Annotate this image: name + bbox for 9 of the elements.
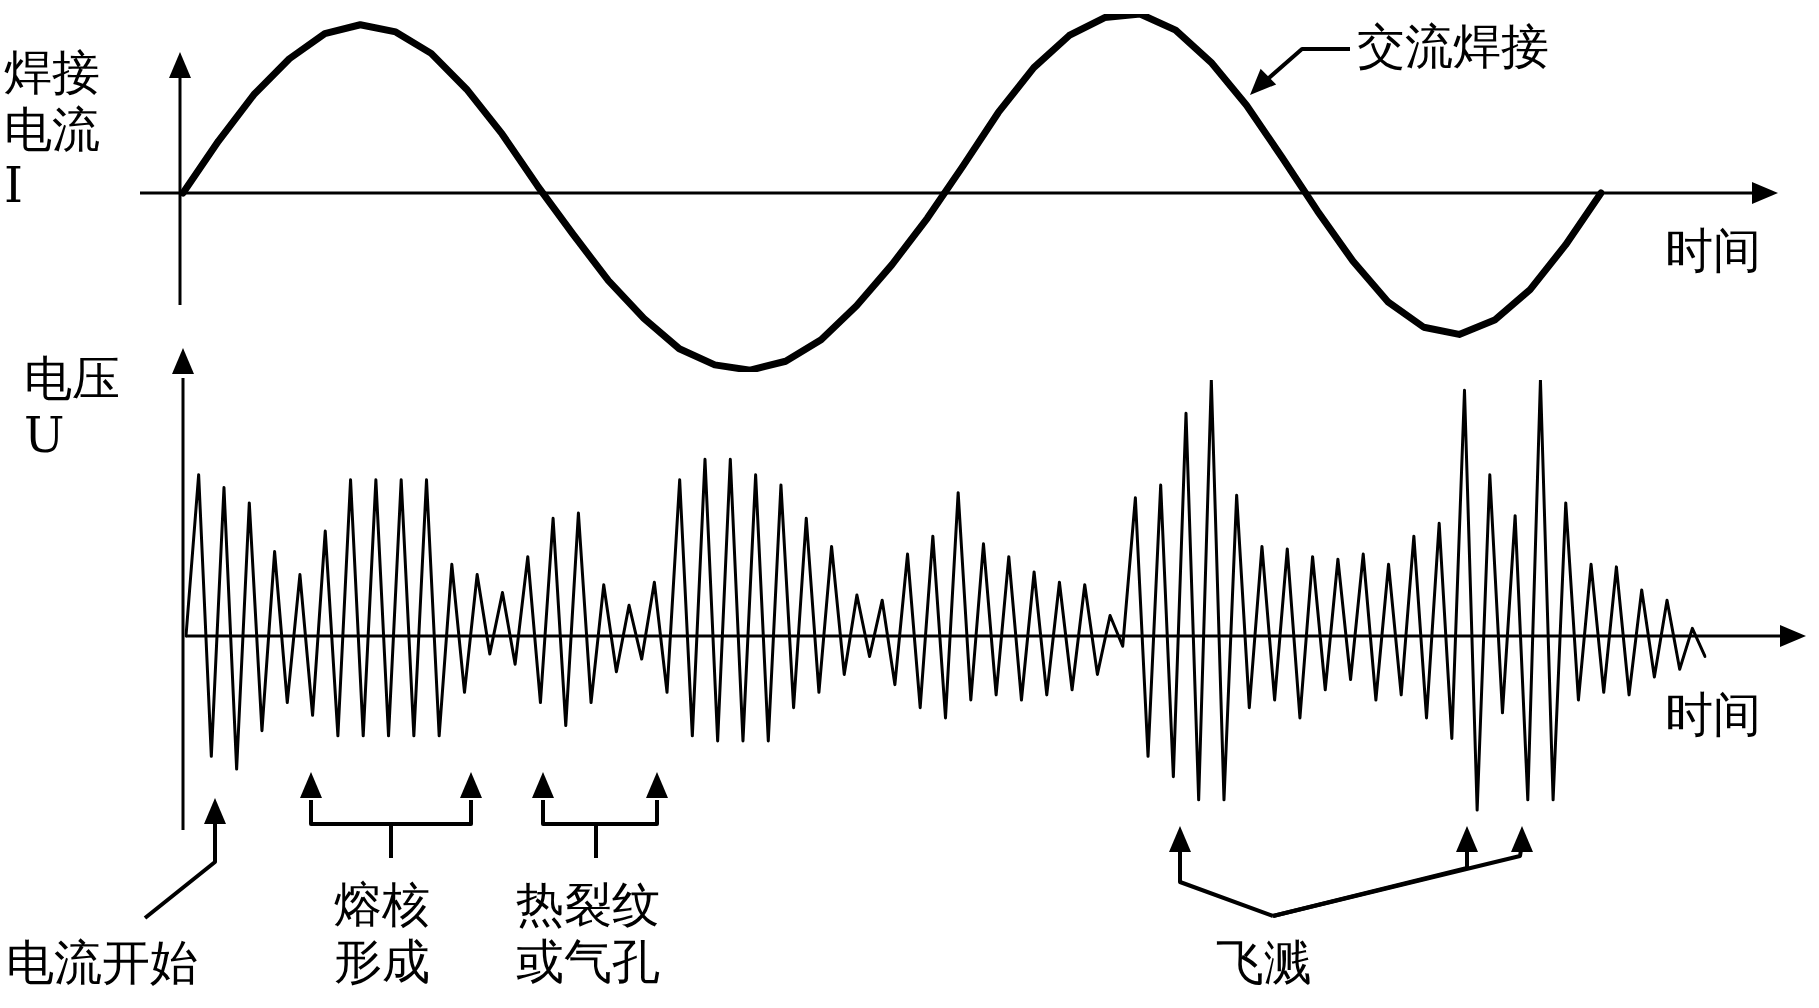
y-axis-title: 电压 U xyxy=(24,350,121,464)
text: 飞溅 xyxy=(1216,934,1313,991)
y-axis-title: 焊接电流 I xyxy=(4,44,101,214)
text: 熔核形成 xyxy=(334,876,431,990)
x-axis-title: 时间 xyxy=(1665,222,1761,279)
annotation: 交流焊接 xyxy=(1357,18,1550,75)
text: 电流开始 xyxy=(6,934,199,991)
x-axis-title: 时间 xyxy=(1665,686,1761,743)
text: 热裂纹或气孔 xyxy=(516,876,661,990)
